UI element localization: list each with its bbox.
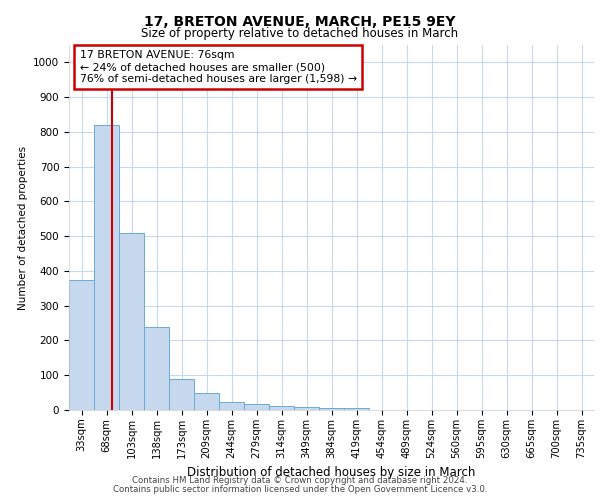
- Bar: [294, 407, 319, 410]
- Bar: [69, 280, 94, 410]
- Bar: [269, 406, 294, 410]
- Y-axis label: Number of detached properties: Number of detached properties: [17, 146, 28, 310]
- Text: Contains public sector information licensed under the Open Government Licence v3: Contains public sector information licen…: [113, 484, 487, 494]
- Bar: [194, 392, 219, 410]
- Text: Contains HM Land Registry data © Crown copyright and database right 2024.: Contains HM Land Registry data © Crown c…: [132, 476, 468, 485]
- Text: Size of property relative to detached houses in March: Size of property relative to detached ho…: [142, 28, 458, 40]
- Bar: [169, 378, 194, 410]
- X-axis label: Distribution of detached houses by size in March: Distribution of detached houses by size …: [187, 466, 476, 479]
- Bar: [144, 328, 169, 410]
- Text: 17 BRETON AVENUE: 76sqm
← 24% of detached houses are smaller (500)
76% of semi-d: 17 BRETON AVENUE: 76sqm ← 24% of detache…: [79, 50, 356, 84]
- Bar: [119, 232, 144, 410]
- Text: 17, BRETON AVENUE, MARCH, PE15 9EY: 17, BRETON AVENUE, MARCH, PE15 9EY: [144, 15, 456, 29]
- Bar: [319, 408, 344, 410]
- Bar: [344, 408, 369, 410]
- Bar: [244, 404, 269, 410]
- Bar: [94, 125, 119, 410]
- Bar: [219, 402, 244, 410]
